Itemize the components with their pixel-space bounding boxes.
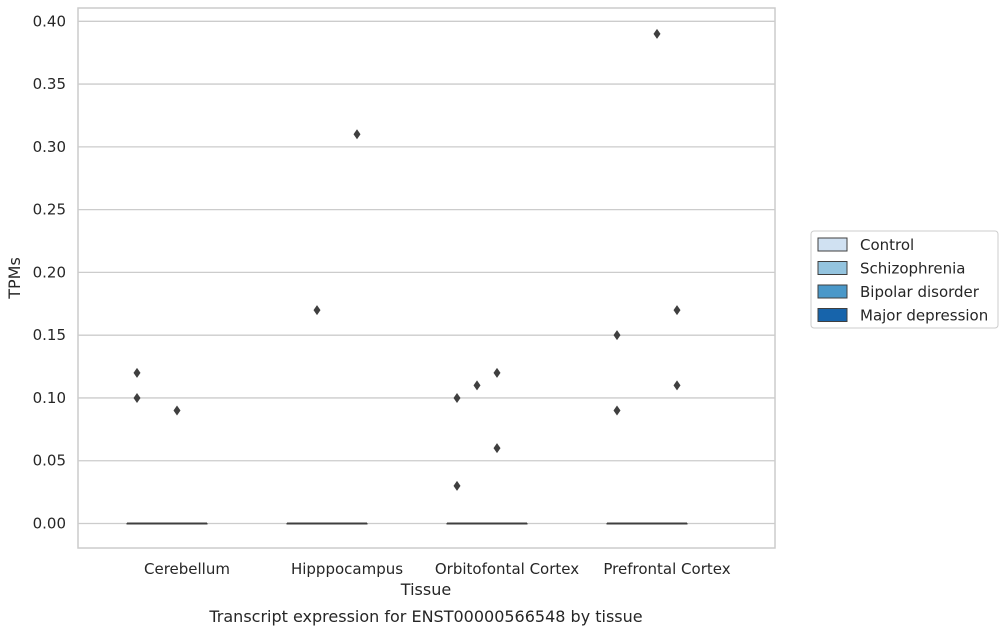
x-tick-label: Prefrontal Cortex [603, 560, 730, 578]
y-tick-label: 0.15 [33, 326, 66, 344]
outlier-point [133, 367, 141, 378]
outlier-point [613, 330, 621, 341]
outlier-point [353, 129, 361, 140]
x-axis-label: Tissue [400, 580, 451, 599]
legend-swatch [817, 284, 848, 299]
outlier-points [133, 28, 681, 491]
legend-swatch [817, 237, 848, 252]
legend-label: Schizophrenia [860, 260, 965, 278]
outlier-point [493, 367, 501, 378]
legend-label: Control [860, 236, 914, 254]
x-tick-label: Hipppocampus [291, 560, 403, 578]
y-tick-label: 0.00 [33, 515, 66, 533]
outlier-point [673, 380, 681, 391]
y-tick-label: 0.35 [33, 75, 66, 93]
y-tick-label: 0.30 [33, 138, 66, 156]
y-axis-ticks: 0.00 0.05 0.10 0.15 0.20 0.25 0.30 0.35 0.40 [33, 12, 66, 532]
plot-frame [77, 7, 776, 549]
outlier-point [653, 28, 661, 39]
y-tick-label: 0.05 [33, 452, 66, 470]
outlier-point [493, 443, 501, 454]
chart-caption: Transcript expression for ENST0000056654… [208, 607, 642, 626]
outlier-point [173, 405, 181, 416]
legend-label: Major depression [860, 307, 988, 325]
y-tick-label: 0.25 [33, 201, 66, 219]
legend: Control Schizophrenia Bipolar disorder Majo… [810, 230, 999, 329]
y-tick-label: 0.40 [33, 12, 66, 30]
grid-lines [78, 20, 775, 525]
x-tick-label: Cerebellum [144, 560, 230, 578]
outlier-point [473, 380, 481, 391]
y-tick-label: 0.10 [33, 389, 66, 407]
legend-swatch [817, 308, 848, 322]
y-tick-label: 0.20 [33, 263, 66, 281]
legend-swatch [817, 261, 848, 275]
outlier-point [133, 392, 141, 403]
outlier-point [453, 480, 461, 491]
outlier-point [313, 305, 321, 316]
legend-label: Bipolar disorder [860, 283, 980, 301]
y-axis-label: TPMs [5, 257, 24, 300]
outlier-point [673, 305, 681, 316]
x-axis-ticks: Cerebellum Hipppocampus Orbitofontal Corte… [144, 560, 731, 578]
x-tick-label: Orbitofontal Cortex [435, 560, 579, 578]
legend-frame [810, 230, 999, 329]
outlier-point [613, 405, 621, 416]
box-groups [126, 522, 688, 525]
outlier-point [453, 392, 461, 403]
